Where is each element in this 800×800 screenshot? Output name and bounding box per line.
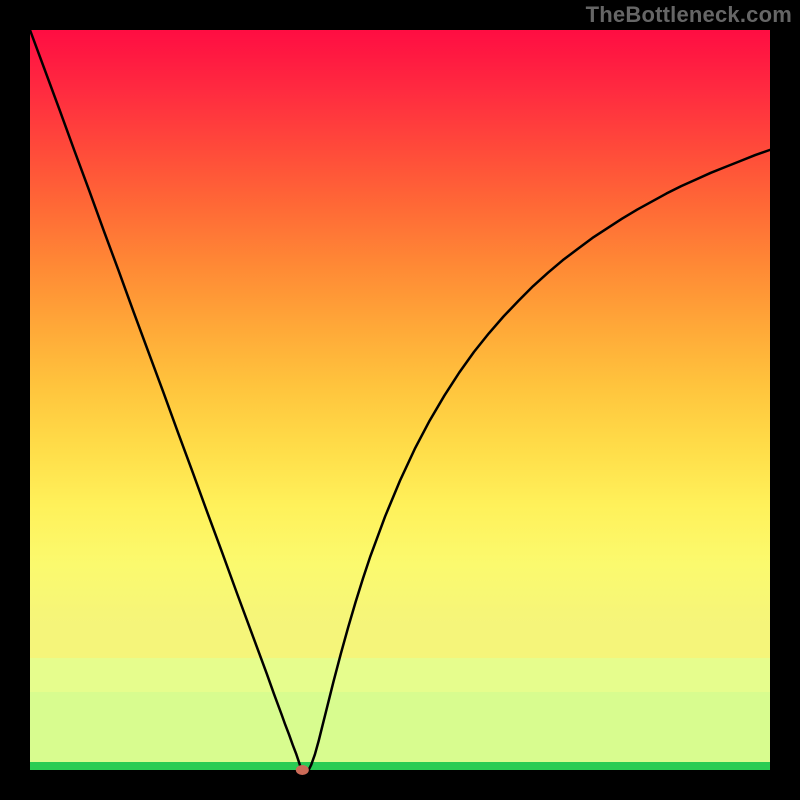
green-floor [30,762,770,770]
watermark-text: TheBottleneck.com [586,2,792,28]
min-marker [296,765,309,775]
chart-container: TheBottleneck.com [0,0,800,800]
gradient-background [30,30,770,624]
band-1 [30,692,770,762]
band-2 [30,658,770,692]
bottleneck-chart-svg [0,0,800,800]
band-3 [30,624,770,658]
